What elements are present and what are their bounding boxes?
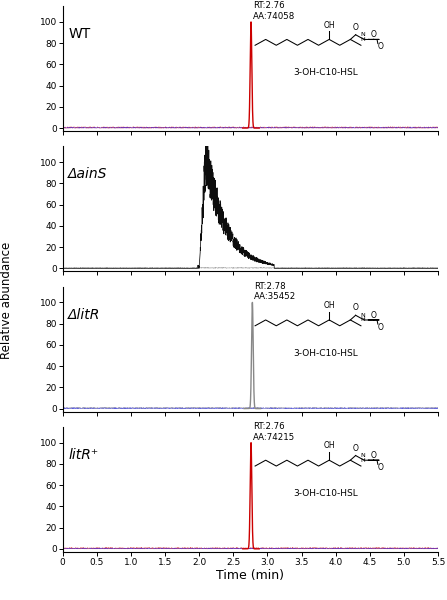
Text: OH: OH: [323, 20, 335, 29]
Text: RT:2.76
AA:74058: RT:2.76 AA:74058: [253, 1, 295, 21]
Text: WT: WT: [68, 27, 90, 41]
Text: OH: OH: [323, 301, 335, 310]
Text: O: O: [371, 451, 376, 460]
Text: OH: OH: [323, 441, 335, 450]
Text: ΔainS: ΔainS: [68, 167, 107, 181]
Text: RT:2.76
AA:74215: RT:2.76 AA:74215: [253, 422, 295, 442]
Text: O: O: [353, 443, 358, 452]
Text: RT:2.78
AA:35452: RT:2.78 AA:35452: [254, 282, 297, 301]
Text: O: O: [378, 323, 384, 332]
Text: 3-OH-C10-HSL: 3-OH-C10-HSL: [293, 68, 358, 77]
Text: 3-OH-C10-HSL: 3-OH-C10-HSL: [293, 349, 358, 358]
Text: N
H: N H: [360, 32, 365, 42]
Text: O: O: [378, 463, 384, 472]
Text: ΔlitR: ΔlitR: [68, 308, 101, 322]
Text: O: O: [371, 31, 376, 40]
Text: N
H: N H: [360, 313, 365, 322]
Text: O: O: [353, 23, 358, 32]
Text: O: O: [353, 304, 358, 313]
Text: O: O: [378, 43, 384, 52]
Text: N
H: N H: [360, 453, 365, 463]
X-axis label: Time (min): Time (min): [216, 569, 284, 583]
Text: Relative abundance: Relative abundance: [0, 241, 13, 359]
Text: 3-OH-C10-HSL: 3-OH-C10-HSL: [293, 489, 358, 498]
Text: O: O: [371, 311, 376, 320]
Text: litR⁺: litR⁺: [68, 448, 98, 462]
